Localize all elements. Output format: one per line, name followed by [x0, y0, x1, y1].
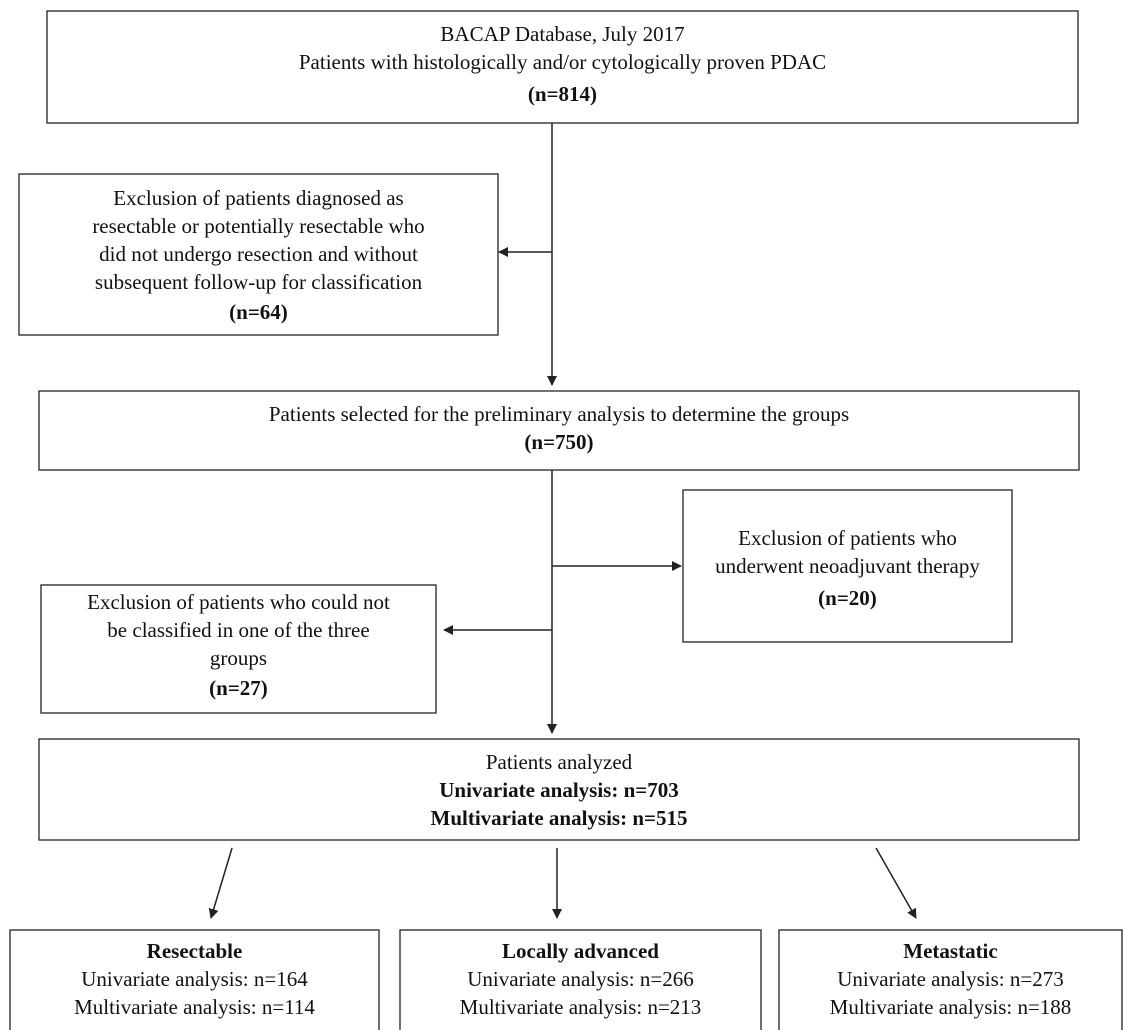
node: Exclusion of patients who could not be cl…	[40, 584, 437, 714]
node-text: (n=64)	[229, 300, 288, 324]
node-text: (n=20)	[818, 586, 877, 610]
node-text: Patients analyzed	[486, 750, 633, 774]
node-text: resectable or potentially resectable who	[92, 214, 424, 238]
node-box	[9, 929, 380, 1030]
node-box	[399, 929, 762, 1030]
node-text: groups	[210, 646, 267, 670]
node: Metastatic Univariate analysis: n=273 Mult…	[778, 929, 1123, 1030]
node-text: Locally advanced	[502, 939, 659, 963]
node-text: (n=27)	[209, 676, 268, 700]
node-box	[682, 489, 1013, 643]
node-text: Multivariate analysis: n=213	[460, 995, 702, 1019]
node-text: BACAP Database, July 2017	[440, 22, 684, 46]
node-text: Multivariate analysis: n=188	[830, 995, 1072, 1019]
node: BACAP Database, July 2017 Patients with h…	[46, 10, 1079, 124]
node: Exclusion of patients diagnosed as resect…	[18, 173, 499, 336]
node: Exclusion of patients who underwent neoad…	[682, 489, 1013, 643]
node-text: (n=814)	[528, 82, 597, 106]
arrow	[875, 847, 917, 919]
node-box	[18, 173, 499, 336]
node-text: Resectable	[147, 939, 243, 963]
node-text: Multivariate analysis: n=114	[74, 995, 315, 1019]
node-text: Exclusion of patients diagnosed as	[113, 186, 403, 210]
node: Locally advanced Univariate analysis: n=2…	[399, 929, 762, 1030]
node-box	[38, 738, 1080, 841]
node-text: be classified in one of the three	[107, 618, 369, 642]
node-text: underwent neoadjuvant therapy	[715, 554, 980, 578]
node-text: Patients with histologically and/or cyto…	[299, 50, 826, 74]
node-box	[40, 584, 437, 714]
connectors	[208, 123, 917, 919]
node-text: Metastatic	[903, 939, 997, 963]
node: Patients selected for the preliminary an…	[38, 390, 1080, 471]
node-text: Exclusion of patients who	[738, 526, 957, 550]
node-text: Univariate analysis: n=164	[81, 967, 308, 991]
node-text: subsequent follow-up for classification	[95, 270, 423, 294]
node: Patients analyzed Univariate analysis: n=…	[38, 738, 1080, 841]
node-box	[778, 929, 1123, 1030]
node-text: Univariate analysis: n=266	[467, 967, 693, 991]
node-box	[38, 390, 1080, 471]
node-box	[46, 10, 1079, 124]
arrow	[208, 847, 233, 919]
node-text: (n=750)	[524, 430, 593, 454]
node-text: Exclusion of patients who could not	[87, 590, 390, 614]
node-text: did not undergo resection and without	[99, 242, 418, 266]
node-text: Univariate analysis: n=273	[837, 967, 1063, 991]
node: Resectable Univariate analysis: n=164 Mult…	[9, 929, 380, 1030]
node-text: Univariate analysis: n=703	[439, 778, 678, 802]
node-text: Patients selected for the preliminary an…	[269, 402, 849, 426]
node-text: Multivariate analysis: n=515	[431, 806, 688, 830]
boxes: BACAP Database, July 2017 Patients with h…	[9, 10, 1123, 1030]
